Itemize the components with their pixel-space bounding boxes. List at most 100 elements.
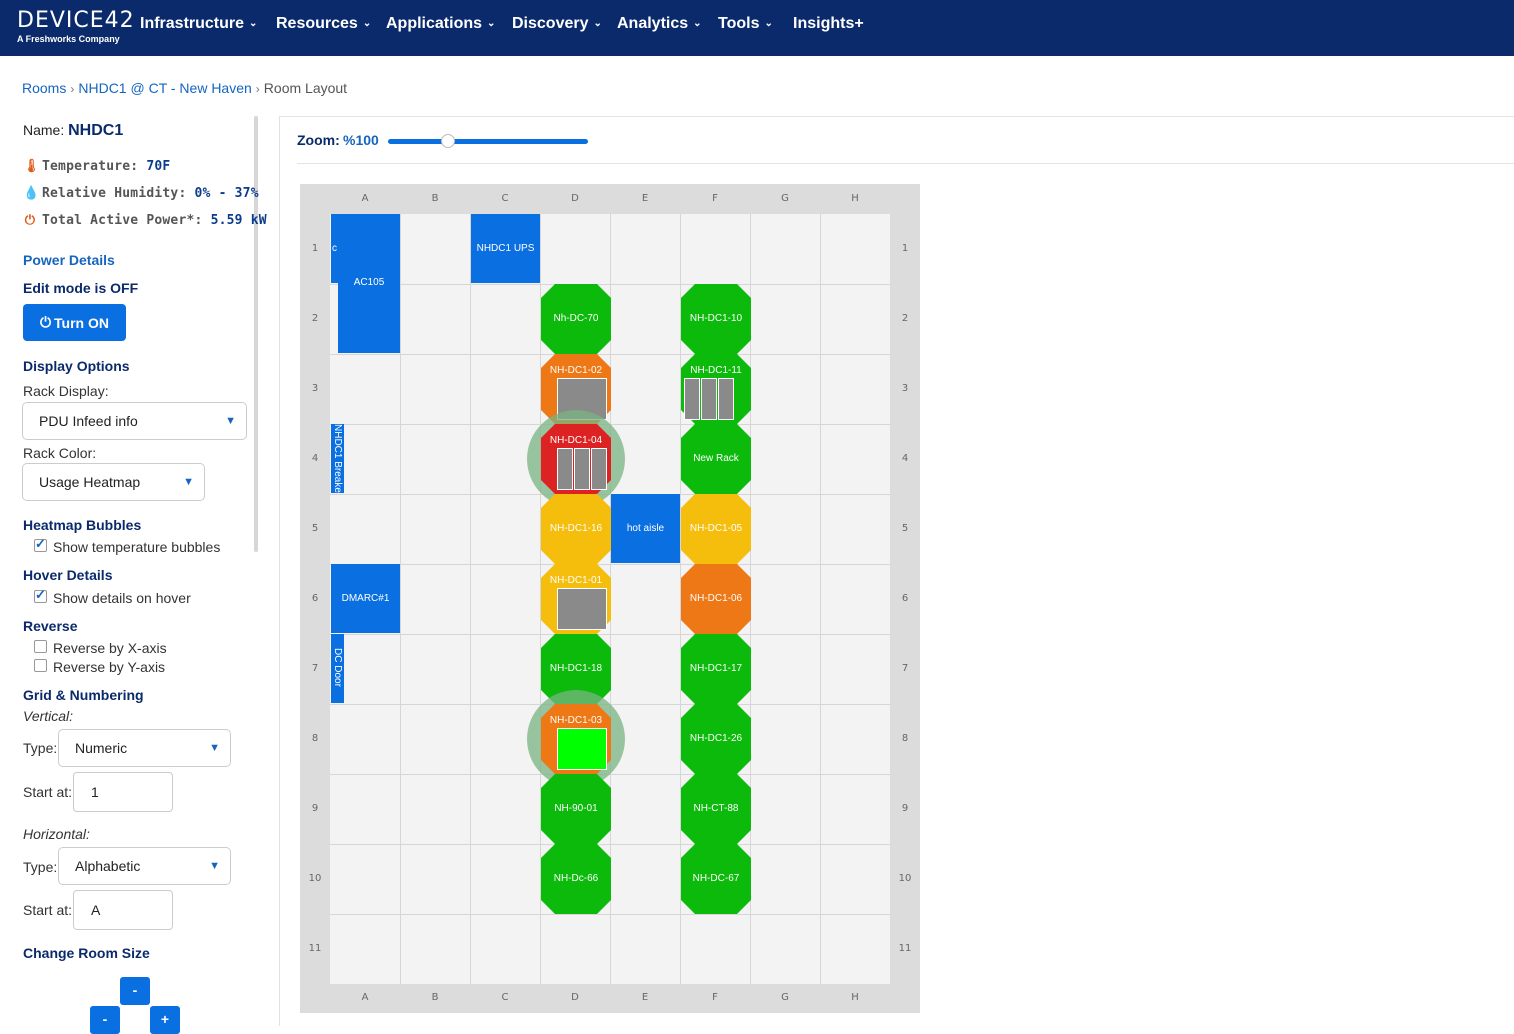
vertical-start-input[interactable]: 1 — [73, 772, 173, 812]
temperature-stat: 🌡 Temperature: 70F — [23, 159, 171, 174]
rack-tile[interactable]: NH-DC1-26 — [681, 704, 751, 774]
reverse-y-checkbox[interactable] — [34, 659, 47, 672]
column-label-top: D — [571, 193, 579, 204]
column-label-bottom: G — [781, 992, 789, 1003]
rack-color-select[interactable]: Usage Heatmap ▼ — [22, 463, 205, 501]
reverse-x-checkbox[interactable] — [34, 640, 47, 653]
column-label-top: E — [641, 193, 649, 204]
breadcrumb-current: Room Layout — [263, 80, 348, 96]
rack-label: NH-DC1-26 — [689, 733, 743, 744]
rack-label: NH-DC1-03 — [549, 715, 603, 726]
grid-line-horizontal — [330, 354, 890, 355]
rack-color-label: Rack Color: — [23, 445, 97, 461]
turn-on-button[interactable]: ⏻ Turn ON — [23, 304, 126, 341]
rack-shape — [681, 284, 751, 354]
nav-insights[interactable]: Insights+ — [793, 15, 864, 32]
panel-scrollbar[interactable] — [254, 116, 258, 552]
rack-tile[interactable]: New Rack — [681, 424, 751, 494]
breadcrumb-rooms[interactable]: Rooms — [22, 80, 67, 96]
row-label-right: 11 — [898, 943, 912, 954]
dc-door-block[interactable]: DC Door — [331, 634, 344, 703]
rack-shape — [541, 774, 611, 844]
rack-device[interactable] — [718, 378, 734, 420]
zoom-slider[interactable] — [388, 134, 588, 148]
rack-tile[interactable]: NH-DC1-06 — [681, 564, 751, 634]
c-strip-block[interactable]: c — [331, 214, 338, 283]
rack-device[interactable] — [574, 448, 590, 490]
rack-label: New Rack — [693, 453, 739, 464]
rack-shape — [681, 844, 751, 914]
rack-label: NH-DC1-10 — [689, 313, 743, 324]
nav-infrastructure[interactable]: Infrastructure ⌄ — [140, 15, 258, 32]
shrink-left-button[interactable]: - — [90, 1006, 120, 1034]
nav-applications[interactable]: Applications ⌄ — [386, 15, 496, 32]
edit-mode-status: Edit mode is OFF — [23, 280, 139, 296]
rack-tile[interactable]: NH-DC1-04 — [541, 424, 611, 494]
rack-tile[interactable]: NH-DC1-10 — [681, 284, 751, 354]
rack-tile[interactable]: NH-DC1-05 — [681, 494, 751, 564]
vertical-type-select[interactable]: Numeric ▼ — [58, 729, 231, 767]
grid-line-horizontal — [330, 494, 890, 495]
rack-device[interactable] — [684, 378, 700, 420]
show-temperature-bubbles-label[interactable]: Show temperature bubbles — [53, 539, 221, 555]
rack-tile[interactable]: Nh-DC-70 — [541, 284, 611, 354]
column-label-top: H — [851, 193, 859, 204]
shrink-top-button[interactable]: - — [120, 977, 150, 1005]
rack-label: NH-CT-88 — [693, 803, 739, 814]
grow-right-button[interactable]: + — [150, 1006, 180, 1034]
breaker-block[interactable]: NHDC1 Breaker — [331, 424, 344, 493]
breadcrumb-building[interactable]: NHDC1 @ CT - New Haven — [78, 80, 252, 96]
zoom-slider-handle[interactable] — [441, 134, 455, 148]
device42-logo[interactable]: DEVICE42 A Freshworks Company — [17, 9, 135, 45]
rack-tile[interactable]: NH-DC1-16 — [541, 494, 611, 564]
panel-divider — [279, 116, 280, 1026]
rack-tile[interactable]: NH-Dc-66 — [541, 844, 611, 914]
rack-display-select[interactable]: PDU Infeed info ▼ — [22, 402, 247, 440]
rack-device[interactable] — [591, 448, 607, 490]
column-label-bottom: F — [712, 992, 718, 1003]
top-navbar: DEVICE42 A Freshworks Company Infrastruc… — [0, 0, 1514, 56]
grid-numbering-heading: Grid & Numbering — [23, 687, 144, 703]
reverse-x-label[interactable]: Reverse by X-axis — [53, 640, 167, 656]
nav-tools[interactable]: Tools ⌄ — [718, 15, 773, 32]
grid-line-vertical — [470, 214, 471, 984]
rack-tile[interactable]: NH-DC1-17 — [681, 634, 751, 704]
show-details-hover-label[interactable]: Show details on hover — [53, 590, 191, 606]
nav-discovery[interactable]: Discovery ⌄ — [512, 15, 602, 32]
row-label-left: 4 — [311, 453, 319, 464]
horizontal-type-select[interactable]: Alphabetic ▼ — [58, 847, 231, 885]
rack-label: Nh-DC-70 — [553, 313, 599, 324]
rack-tile[interactable]: NH-DC-67 — [681, 844, 751, 914]
reverse-heading: Reverse — [23, 618, 78, 634]
rack-device[interactable] — [557, 728, 607, 770]
rack-device[interactable] — [701, 378, 717, 420]
row-label-right: 7 — [901, 663, 909, 674]
nav-analytics[interactable]: Analytics ⌄ — [617, 15, 702, 32]
horizontal-start-input[interactable]: A — [73, 890, 173, 930]
rack-tile[interactable]: NH-CT-88 — [681, 774, 751, 844]
reverse-y-label[interactable]: Reverse by Y-axis — [53, 659, 166, 675]
rack-tile[interactable]: NH-DC1-11 — [681, 354, 751, 424]
rack-device[interactable] — [557, 448, 573, 490]
dmarc-block[interactable]: DMARC#1 — [331, 564, 400, 633]
column-label-bottom: B — [431, 992, 439, 1003]
horizontal-type-label: Type: — [23, 859, 58, 875]
nav-resources[interactable]: Resources ⌄ — [276, 15, 372, 32]
column-label-top: B — [431, 193, 439, 204]
show-details-hover-checkbox[interactable] — [34, 587, 47, 603]
power-details-link[interactable]: Power Details — [23, 252, 115, 268]
rack-tile[interactable]: NH-DC1-01 — [541, 564, 611, 634]
rack-device[interactable] — [557, 588, 607, 630]
rack-shape — [681, 424, 751, 494]
room-name: Name: NHDC1 — [23, 122, 124, 139]
ac-unit-block[interactable]: AC105 — [338, 214, 400, 353]
vertical-label: Vertical: — [23, 708, 74, 724]
rack-tile[interactable]: NH-90-01 — [541, 774, 611, 844]
row-label-left: 6 — [311, 593, 319, 604]
hot-aisle-block[interactable]: hot aisle — [611, 494, 680, 563]
rack-tile[interactable]: NH-DC1-03 — [541, 704, 611, 774]
ups-block[interactable]: NHDC1 UPS — [471, 214, 540, 283]
show-temperature-bubbles-checkbox[interactable] — [34, 536, 47, 552]
chevron-down-icon: ⌄ — [764, 18, 773, 29]
vertical-type-label: Type: — [23, 740, 58, 756]
